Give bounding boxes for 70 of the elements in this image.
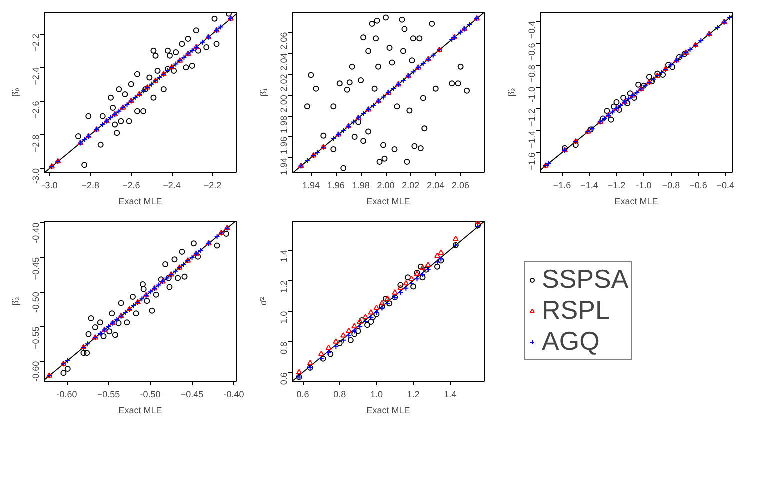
y-tick-label: 2.06 [279,32,289,50]
legend-label: RSPL [542,295,610,326]
y-tick-label: 0.6 [279,372,289,386]
x-tick-label: -3.0 [42,180,58,190]
x-axis-title: Exact MLE [366,406,410,416]
x-tick-label: 2.00 [377,180,395,190]
x-tick-label: −0.6 [690,180,708,190]
y-tick-label: −1.6 [527,152,537,171]
y-tick-label: 2.00 [279,95,289,113]
y-tick-label: 1.4 [279,250,289,263]
x-tick-label: −0.8 [662,180,680,190]
x-tick-label: −0.45 [180,390,204,400]
y-tick-label: 2.04 [279,53,289,71]
x-tick-label: 1.4 [444,390,457,400]
x-tick-label: 2.06 [452,180,470,190]
x-tick-label: 2.02 [402,180,420,190]
y-tick-label: 1.94 [279,158,289,176]
x-axis-title: Exact MLE [118,196,162,206]
y-tick-label: −0.4 [527,21,537,40]
x-tick-label: 2.04 [427,180,445,190]
y-tick-label: −1.4 [527,130,537,149]
x-tick-label: −2.2 [204,180,222,190]
x-tick-label: −1.2 [608,180,626,190]
x-tick-label: −0.55 [97,390,120,400]
y-tick-label: -1.0 [527,87,537,103]
y-tick-label: 1.2 [279,280,289,294]
y-tick-label: 1.98 [279,116,289,134]
y-tick-label: −0.8 [527,65,537,83]
y-axis-title: β̈₁ [258,88,268,97]
y-axis-title: β̈₀ [10,88,20,97]
y-tick-label: −0.45 [31,258,41,280]
x-tick-label: −0.4 [716,180,735,190]
legend-label: SSPSA [542,264,629,295]
x-axis-title: Exact MLE [118,406,162,416]
y-tick-label: −0.6 [527,43,537,61]
y-tick-label: 1.0 [279,311,289,324]
y-tick-label: −2.4 [31,68,41,86]
x-tick-label: 1.2 [407,390,420,400]
x-tick-label: −1.6 [553,180,572,190]
x-tick-label: 0.6 [296,390,310,400]
y-axis-title: β̈₂ [506,88,516,97]
legend-label: AGQ [542,326,600,357]
x-tick-label: −2.4 [163,180,181,190]
y-tick-label: -0.60 [31,361,41,382]
y-tick-label: 1.96 [279,136,289,154]
x-tick-label: 1.0 [370,390,383,400]
y-tick-label: -0.50 [31,292,41,313]
x-tick-label: 1.96 [327,180,345,190]
y-tick-label: 0.8 [279,342,289,354]
x-tick-label: -0.40 [224,390,244,400]
y-tick-label: −0.55 [31,326,41,350]
y-tick-label: −2.8 [31,134,41,153]
y-tick-label: −2.2 [31,34,41,52]
x-tick-label: 0.8 [334,390,346,400]
y-tick-label: 2.02 [279,74,289,92]
x-tick-label: −2.8 [82,180,100,190]
y-tick-label: -0.40 [31,222,41,244]
x-tick-label: 1.98 [352,180,370,190]
x-tick-label: 1.94 [302,180,320,190]
y-axis-title: β̈₃ [10,296,20,306]
y-tick-label: −2.6 [31,101,41,120]
y-tick-label: −1.2 [527,108,537,127]
x-tick-label: −2.6 [122,180,140,190]
x-tick-label: -0.60 [56,390,78,400]
x-tick-label: −1.4 [580,180,598,190]
x-tick-label: -1.0 [636,180,652,190]
y-axis-title: σ̂² [258,297,268,306]
x-axis-title: Exact MLE [366,196,410,206]
x-axis-title: Exact MLE [614,196,658,206]
x-tick-label: -0.50 [140,390,161,400]
